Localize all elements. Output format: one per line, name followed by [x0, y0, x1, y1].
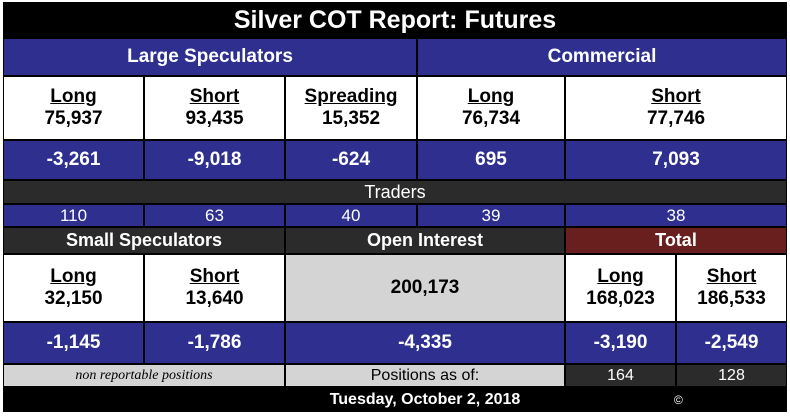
open-interest-value: 200,173 — [285, 254, 565, 322]
commercial-short-change: 7,093 — [565, 140, 787, 180]
non-reportable-note: non reportable positions — [3, 364, 285, 387]
total-long-change: -3,190 — [565, 322, 676, 364]
large-spec-short-cell: Short 93,435 — [144, 76, 285, 140]
commercial-short-label: Short — [651, 86, 701, 108]
small-spec-short-label: Short — [189, 266, 240, 288]
small-speculators-heading: Small Speculators — [3, 227, 285, 254]
traders-heading: Traders — [3, 180, 787, 204]
commercial-long-change: 695 — [417, 140, 565, 180]
traders-spreading: 40 — [285, 204, 417, 227]
total-short-change: -2,549 — [676, 322, 787, 364]
total-short-label: Short — [706, 266, 757, 288]
large-spec-short-change: -9,018 — [144, 140, 285, 180]
report-title: Silver COT Report: Futures — [3, 2, 787, 38]
commercial-short-value: 77,746 — [646, 108, 706, 129]
small-spec-short-value: 13,640 — [185, 288, 244, 309]
commercial-long-cell: Long 76,734 — [417, 76, 565, 140]
total-short-value: 186,533 — [697, 288, 766, 309]
cot-report-table: Silver COT Report: Futures Large Specula… — [3, 2, 787, 412]
large-spec-long-value: 75,937 — [44, 108, 103, 129]
large-spec-long-change: -3,261 — [3, 140, 144, 180]
positions-as-of-label: Positions as of: — [285, 364, 565, 387]
large-speculators-heading: Large Speculators — [3, 38, 417, 76]
commercial-long-value: 76,734 — [461, 108, 521, 129]
total-long-value: 168,023 — [586, 288, 655, 309]
total-heading: Total — [565, 227, 787, 254]
traders-large-short: 63 — [144, 204, 285, 227]
open-interest-change: -4,335 — [285, 322, 565, 364]
small-spec-long-value: 32,150 — [44, 288, 103, 309]
commercial-short-cell: Short 77,746 — [565, 76, 787, 140]
traders-commercial-long: 39 — [417, 204, 565, 227]
large-spec-spreading-cell: Spreading 15,352 — [285, 76, 417, 140]
large-spec-long-label: Long — [50, 86, 97, 108]
commercial-heading: Commercial — [417, 38, 787, 76]
total-short-cell: Short 186,533 — [676, 254, 787, 322]
small-spec-long-label: Long — [50, 266, 97, 288]
total-long-label: Long — [597, 266, 644, 288]
total-long-cell: Long 168,023 — [565, 254, 676, 322]
commercial-long-label: Long — [467, 86, 515, 108]
small-spec-long-cell: Long 32,150 — [3, 254, 144, 322]
total-long-traders: 164 — [565, 364, 676, 387]
total-short-traders: 128 — [676, 364, 787, 387]
large-spec-spreading-value: 15,352 — [321, 108, 381, 129]
large-spec-short-value: 93,435 — [185, 108, 244, 129]
traders-commercial-short: 38 — [565, 204, 787, 227]
large-spec-spreading-change: -624 — [285, 140, 417, 180]
small-spec-short-cell: Short 13,640 — [144, 254, 285, 322]
small-spec-short-change: -1,786 — [144, 322, 285, 364]
open-interest-heading: Open Interest — [285, 227, 565, 254]
large-spec-long-cell: Long 75,937 — [3, 76, 144, 140]
copyright-symbol: © — [565, 387, 787, 412]
small-spec-long-change: -1,145 — [3, 322, 144, 364]
traders-large-long: 110 — [3, 204, 144, 227]
report-date: Tuesday, October 2, 2018 — [285, 387, 565, 412]
large-spec-short-label: Short — [189, 86, 240, 108]
large-spec-spreading-label: Spreading — [304, 86, 398, 108]
